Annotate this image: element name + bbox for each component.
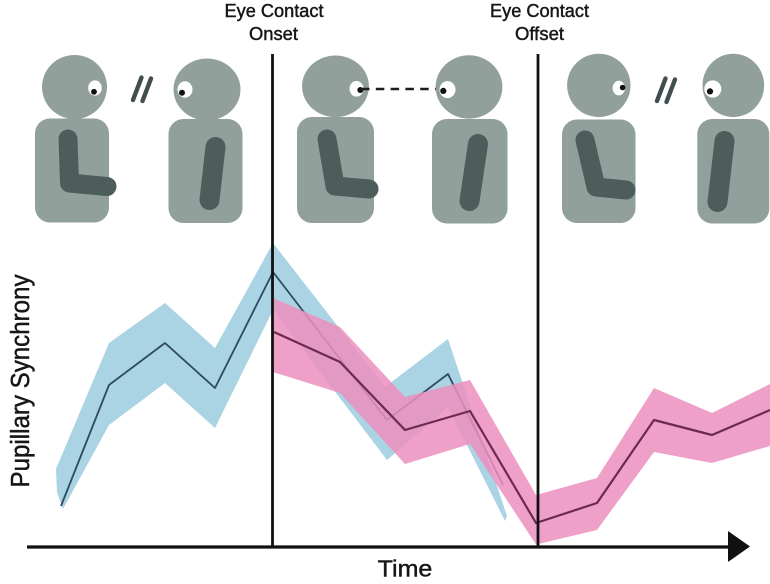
svg-text:Eye Contact: Eye Contact: [225, 1, 324, 21]
svg-text:Pupillary Synchrony: Pupillary Synchrony: [7, 274, 35, 487]
svg-text:Eye Contact: Eye Contact: [490, 1, 589, 21]
svg-text:Offset: Offset: [515, 24, 564, 44]
svg-text:Onset: Onset: [249, 24, 298, 44]
svg-text:Time: Time: [378, 556, 433, 582]
